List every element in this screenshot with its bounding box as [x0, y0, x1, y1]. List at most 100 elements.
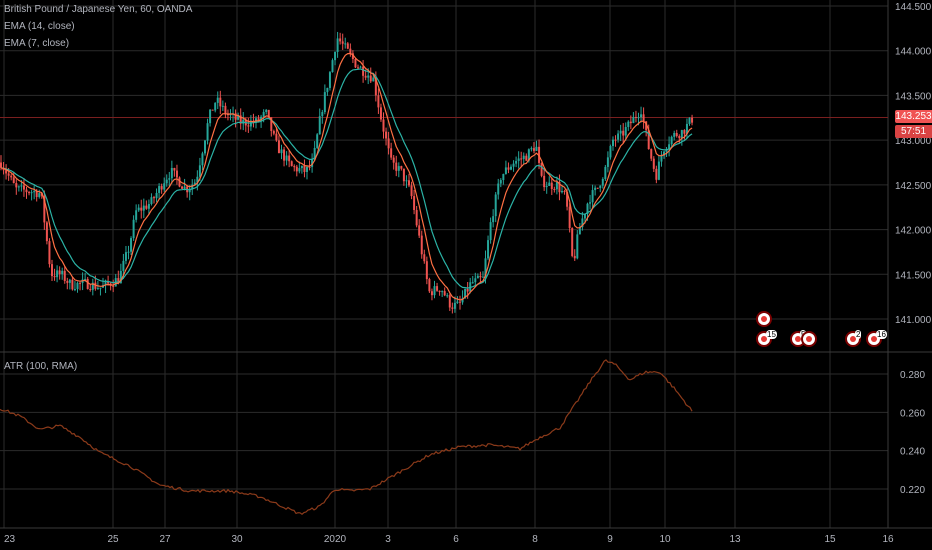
candle-body: [280, 149, 283, 154]
candle-body: [379, 107, 382, 120]
candle-body: [367, 75, 370, 78]
candle-body: [262, 111, 265, 117]
candle-body: [507, 167, 510, 170]
candle-body: [160, 186, 163, 190]
candle-body: [321, 112, 324, 117]
candle-body: [61, 270, 64, 275]
candle-body: [415, 210, 418, 226]
candle-body: [670, 136, 673, 145]
atr-legend[interactable]: ATR (100, RMA): [4, 361, 78, 372]
candle-body: [390, 148, 393, 158]
candle-body: [94, 282, 97, 289]
candle-body: [0, 162, 2, 168]
candle-body: [489, 222, 492, 241]
candle-body: [48, 241, 51, 265]
candle-body: [374, 77, 377, 96]
candle-body: [155, 192, 158, 199]
candle-body: [474, 278, 477, 283]
candle-body: [206, 123, 209, 141]
candle-body: [430, 291, 433, 296]
candle-body: [219, 97, 222, 107]
candle-body: [17, 186, 20, 188]
candle-body: [425, 261, 428, 280]
candle-body: [277, 140, 280, 154]
candle-body: [675, 132, 678, 137]
economic-event-icon[interactable]: 15: [756, 330, 777, 347]
candle-body: [51, 264, 53, 277]
candle-body: [132, 219, 135, 239]
candle-body: [124, 252, 127, 261]
candle-body: [586, 203, 589, 215]
candle-body: [364, 75, 367, 78]
candle-body: [655, 168, 658, 180]
candle-body: [497, 183, 500, 195]
candle-body: [637, 117, 640, 119]
candle-body: [318, 116, 321, 135]
candle-body: [428, 279, 431, 292]
candle-body: [147, 204, 150, 209]
candle-body: [150, 197, 153, 205]
candle-body: [527, 149, 530, 161]
candle-body: [198, 165, 201, 177]
candle-body: [170, 167, 173, 179]
ema14-legend[interactable]: EMA (14, close): [4, 21, 75, 32]
candle-body: [7, 173, 10, 176]
candle-body: [117, 278, 120, 284]
candle-body: [249, 120, 252, 127]
candle-body: [86, 278, 89, 289]
economic-event-icon[interactable]: 2: [845, 330, 862, 347]
candle-body: [522, 155, 525, 159]
candle-body: [453, 302, 456, 309]
candle-body: [413, 196, 416, 211]
economic-event-icon[interactable]: 16: [866, 330, 887, 347]
price-tick-label: 143.500: [895, 91, 932, 102]
candle-body: [344, 43, 347, 45]
candle-body: [400, 166, 403, 169]
economic-event-icon[interactable]: [756, 311, 772, 327]
candle-body: [316, 134, 319, 148]
event-dot: [795, 336, 801, 342]
candle-body: [216, 97, 219, 103]
candle-body: [492, 216, 495, 223]
economic-event-icon[interactable]: [801, 331, 817, 347]
time-tick-label: 9: [607, 534, 613, 545]
candle-body: [173, 167, 176, 171]
time-tick-label: 2020: [324, 534, 347, 545]
candle-body: [234, 113, 237, 120]
candle-body: [668, 144, 671, 150]
candle-body: [563, 191, 566, 193]
candle-body: [28, 192, 31, 194]
candle-body: [530, 148, 533, 150]
candle-body: [15, 183, 18, 188]
candle-body: [517, 158, 520, 161]
candle-body: [239, 115, 242, 124]
candle-body: [387, 138, 390, 149]
candle-body: [339, 38, 342, 42]
candle-body: [680, 130, 683, 139]
candle-body: [193, 182, 196, 185]
candle-body: [558, 181, 561, 193]
candle-body: [596, 187, 599, 189]
time-tick-label: 30: [231, 534, 243, 545]
candle-body: [334, 51, 337, 61]
candle-body: [568, 206, 571, 229]
symbol-legend[interactable]: British Pound / Japanese Yen, 60, OANDA: [4, 4, 193, 15]
candle-body: [45, 222, 48, 242]
candle-body: [201, 153, 204, 166]
candle-body: [624, 127, 627, 136]
candle-body: [405, 180, 408, 182]
candle-body: [548, 182, 551, 186]
candle-body: [410, 185, 413, 197]
candle-body: [571, 228, 574, 256]
price-tick-label: 142.000: [895, 226, 932, 237]
candle-body: [683, 130, 686, 134]
candle-body: [211, 109, 214, 111]
candle-body: [614, 139, 617, 141]
candle-body: [581, 218, 584, 228]
candle-body: [504, 167, 507, 175]
candle-body: [260, 116, 263, 121]
ema7-legend[interactable]: EMA (7, close): [4, 38, 70, 49]
candle-body: [5, 170, 8, 174]
event-dot: [761, 336, 767, 342]
